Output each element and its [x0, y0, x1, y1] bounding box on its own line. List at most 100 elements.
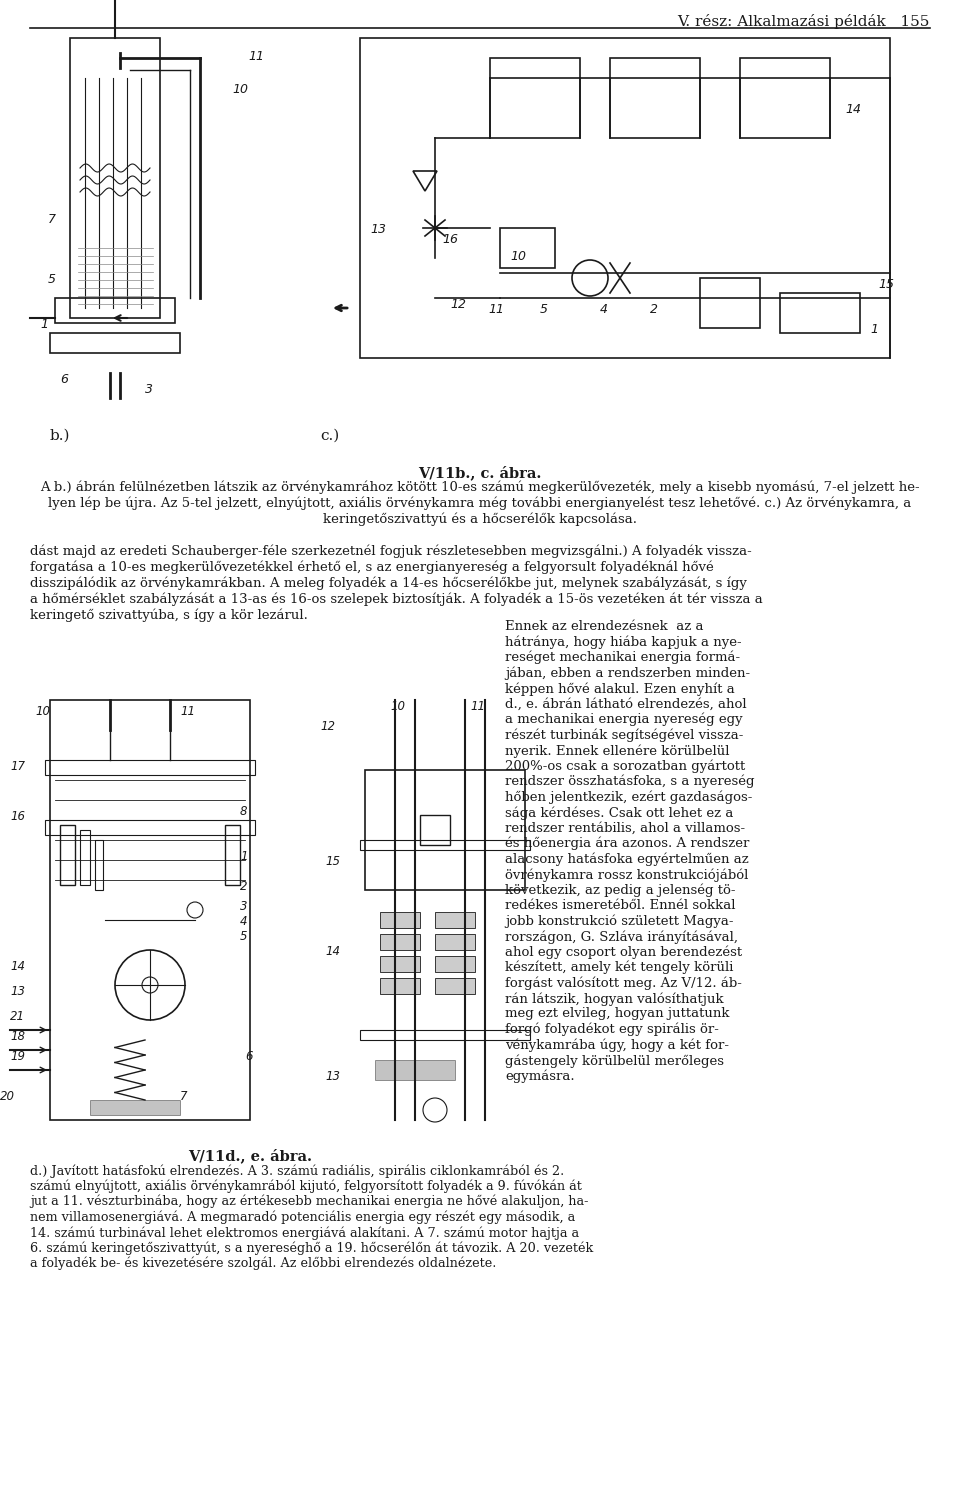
Text: V/11b., c. ábra.: V/11b., c. ábra. [419, 465, 541, 479]
Text: nem villamosenergiává. A megmaradó potenciális energia egy részét egy második, a: nem villamosenergiává. A megmaradó poten… [30, 1211, 575, 1224]
Bar [490, 58, 580, 138]
Bar [380, 911, 420, 928]
Text: rországon, G. Szláva irányításával,: rországon, G. Szláva irányításával, [505, 931, 738, 944]
Text: 19: 19 [10, 1050, 25, 1063]
Text: sága kérdéses. Csak ott lehet ez a: sága kérdéses. Csak ott lehet ez a [505, 806, 733, 819]
Bar [45, 820, 255, 835]
Bar [50, 334, 180, 353]
Bar [80, 829, 90, 884]
Text: rendszer rentábilis, ahol a villamos-: rendszer rentábilis, ahol a villamos- [505, 822, 745, 834]
Text: számú elnyújtott, axiális örvénykamrából kijutó, felgyorsított folyadék a 9. fúv: számú elnyújtott, axiális örvénykamrából… [30, 1179, 582, 1193]
Text: rendszer összhatásfoka, s a nyereség: rendszer összhatásfoka, s a nyereség [505, 774, 755, 789]
Text: 6. számú keringetőszivattyút, s a nyereséghő a 19. hőcserélőn át távozik. A 20. : 6. számú keringetőszivattyút, s a nyeres… [30, 1242, 593, 1255]
Text: 17: 17 [10, 759, 25, 773]
Text: forgást valósított meg. Az V/12. áb-: forgást valósított meg. Az V/12. áb- [505, 977, 742, 990]
Text: egymásra.: egymásra. [505, 1069, 575, 1083]
Bar [610, 58, 700, 138]
Text: jobb konstrukció született Magya-: jobb konstrukció született Magya- [505, 914, 733, 928]
Bar [60, 825, 75, 884]
Text: dást majd az eredeti Schauberger-féle szerkezetnél fogjuk részletesebben megvizs: dást majd az eredeti Schauberger-féle sz… [30, 545, 752, 558]
Text: b.): b.) [50, 429, 70, 444]
Text: d., e. ábrán látható elrendezés, ahol: d., e. ábrán látható elrendezés, ahol [505, 697, 747, 710]
Bar [70, 39, 160, 319]
Text: 11: 11 [248, 51, 264, 63]
Text: 3: 3 [145, 383, 153, 396]
Text: 12: 12 [450, 298, 466, 311]
Text: c.): c.) [320, 429, 339, 444]
Text: meg ezt elvileg, hogyan juttatunk: meg ezt elvileg, hogyan juttatunk [505, 1008, 730, 1020]
Bar [420, 814, 450, 844]
Text: 15: 15 [878, 278, 894, 290]
Text: 1: 1 [40, 319, 48, 331]
Bar [360, 1030, 530, 1039]
Text: képpen hővé alakul. Ezen enyhít a: képpen hővé alakul. Ezen enyhít a [505, 682, 734, 695]
Text: a mechanikai energia nyereség egy: a mechanikai energia nyereség egy [505, 713, 743, 727]
Bar [225, 825, 240, 884]
Text: 2: 2 [240, 880, 248, 893]
Text: 4: 4 [600, 302, 608, 316]
Bar [360, 39, 890, 357]
Text: 6: 6 [245, 1050, 252, 1063]
Text: 14: 14 [325, 946, 340, 957]
Text: gástengely körülbelül merőleges: gástengely körülbelül merőleges [505, 1054, 724, 1068]
Text: a hőmérséklet szabályzását a 13-as és 16-os szelepek biztosítják. A folyadék a 1: a hőmérséklet szabályzását a 13-as és 16… [30, 593, 763, 606]
Text: 10: 10 [390, 700, 405, 713]
Bar [740, 58, 830, 138]
Text: 14: 14 [845, 103, 861, 116]
Text: jut a 11. vészturbinába, hogy az értékesebb mechanikai energia ne hővé alakuljon: jut a 11. vészturbinába, hogy az értékes… [30, 1196, 588, 1209]
Bar [380, 956, 420, 972]
Text: 4: 4 [240, 916, 248, 928]
Text: disszipálódik az örvénykamrákban. A meleg folyadék a 14-es hőcserélőkbe jut, mel: disszipálódik az örvénykamrákban. A mele… [30, 578, 747, 591]
Text: forgó folyadékot egy spirális ör-: forgó folyadékot egy spirális ör- [505, 1023, 719, 1036]
Text: 13: 13 [10, 986, 25, 998]
Bar [380, 934, 420, 950]
Text: rán látszik, hogyan valósíthatjuk: rán látszik, hogyan valósíthatjuk [505, 992, 724, 1005]
Text: 11: 11 [488, 302, 504, 316]
Text: 7: 7 [48, 213, 56, 226]
Text: 16: 16 [442, 232, 458, 246]
Text: vénykamrába úgy, hogy a két for-: vénykamrába úgy, hogy a két for- [505, 1038, 729, 1053]
Text: 14: 14 [10, 960, 25, 972]
Bar [90, 1100, 180, 1115]
Text: 5: 5 [540, 302, 548, 316]
Text: 10: 10 [510, 250, 526, 264]
Bar [375, 1060, 455, 1080]
Text: forgatása a 10-es megkerülővezetékkel érhető el, s az energianyereség a felgyors: forgatása a 10-es megkerülővezetékkel ér… [30, 561, 713, 575]
Text: 5: 5 [48, 272, 56, 286]
Text: 10: 10 [35, 704, 50, 718]
Bar [500, 228, 555, 268]
Text: ahol egy csoport olyan berendezést: ahol egy csoport olyan berendezést [505, 946, 742, 959]
Text: A b.) ábrán felülnézetben látszik az örvénykamrához kötött 10-es számú megkerülő: A b.) ábrán felülnézetben látszik az örv… [40, 479, 920, 493]
Text: 21: 21 [10, 1010, 25, 1023]
Bar [780, 293, 860, 334]
Text: keringetőszivattyú és a hőcserélők kapcsolása.: keringetőszivattyú és a hőcserélők kapcs… [323, 512, 637, 526]
Bar [50, 700, 250, 1120]
Text: 18: 18 [10, 1030, 25, 1042]
Text: V/11d., e. ábra.: V/11d., e. ábra. [188, 1148, 312, 1163]
Text: 6: 6 [60, 374, 68, 386]
Text: 12: 12 [320, 721, 335, 733]
Text: jában, ebben a rendszerben minden-: jában, ebben a rendszerben minden- [505, 667, 750, 680]
Bar [435, 911, 475, 928]
Text: hátránya, hogy hiába kapjuk a nye-: hátránya, hogy hiába kapjuk a nye- [505, 636, 742, 649]
Text: hőben jelentkezik, ezért gazdaságos-: hőben jelentkezik, ezért gazdaságos- [505, 791, 753, 804]
Bar [55, 298, 175, 323]
Text: 200%-os csak a sorozatban gyártott: 200%-os csak a sorozatban gyártott [505, 759, 745, 773]
Text: 2: 2 [650, 302, 658, 316]
Bar [365, 770, 525, 890]
Text: 14. számú turbinával lehet elektromos energiává alakítani. A 7. számú motor hajt: 14. számú turbinával lehet elektromos en… [30, 1225, 579, 1239]
Bar [435, 934, 475, 950]
Text: V. rész: Alkalmazási példák   155: V. rész: Alkalmazási példák 155 [678, 13, 930, 28]
Text: 16: 16 [10, 810, 25, 823]
Text: övrénykamra rossz konstrukciójából: övrénykamra rossz konstrukciójából [505, 868, 749, 881]
Text: 1: 1 [240, 850, 248, 864]
Text: 13: 13 [325, 1071, 340, 1083]
Text: 11: 11 [470, 700, 485, 713]
Text: keringető szivattyúba, s így a kör lezárul.: keringető szivattyúba, s így a kör lezár… [30, 609, 308, 622]
Text: 3: 3 [240, 899, 248, 913]
Text: reséget mechanikai energia formá-: reséget mechanikai energia formá- [505, 651, 740, 664]
Bar [435, 956, 475, 972]
Text: redékes ismeretéből. Ennél sokkal: redékes ismeretéből. Ennél sokkal [505, 899, 735, 911]
Text: Ennek az elrendezésnek  az a: Ennek az elrendezésnek az a [505, 619, 704, 633]
Text: és hőenergia ára azonos. A rendszer: és hőenergia ára azonos. A rendszer [505, 837, 750, 850]
